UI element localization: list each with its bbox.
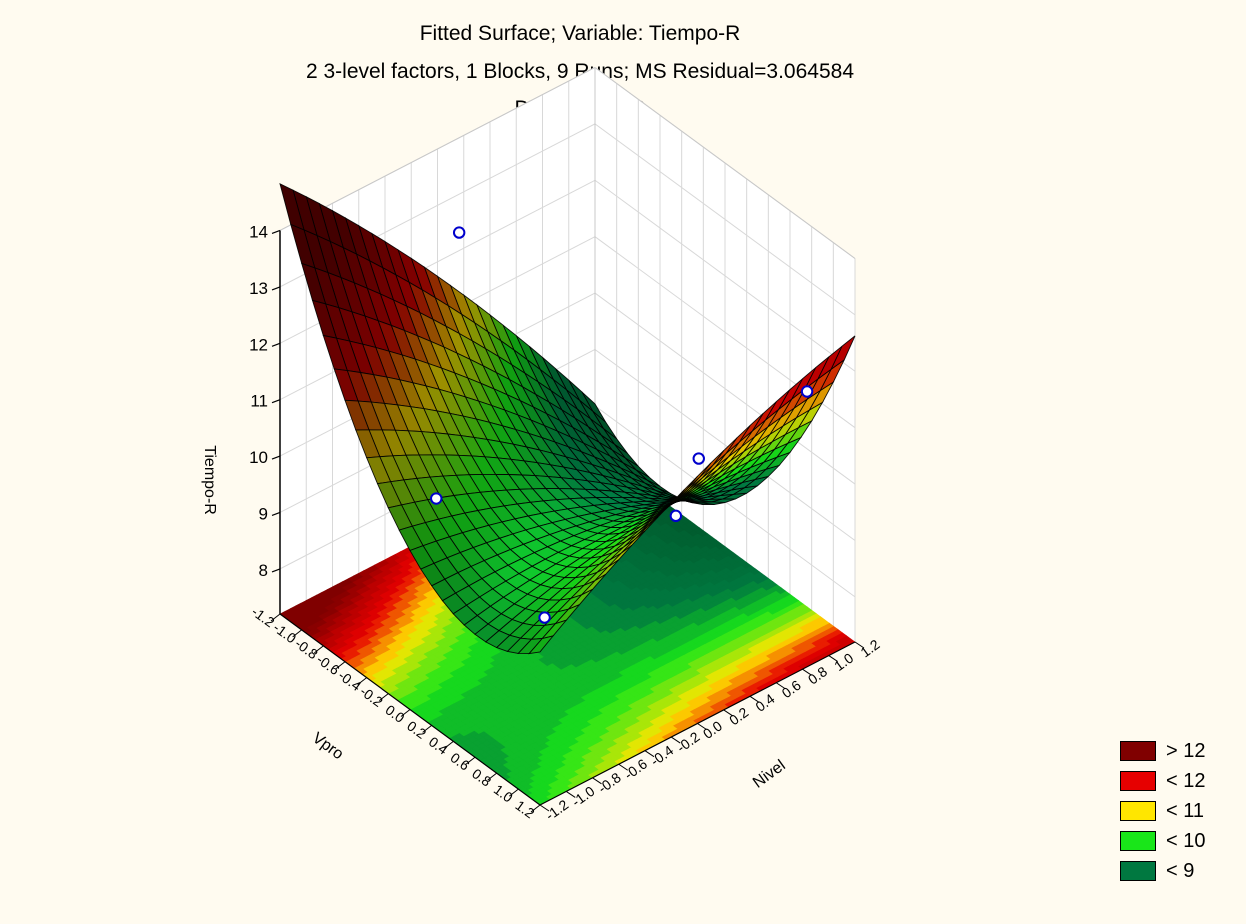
z-tick <box>271 455 281 460</box>
chart-subtitle: 2 3-level factors, 1 Blocks, 9 Runs; MS … <box>305 60 855 83</box>
x-tick <box>487 772 497 781</box>
z-tick <box>271 229 281 235</box>
x-tick <box>270 613 281 622</box>
grid-line <box>594 292 856 485</box>
z-tick-label: 11 <box>250 392 268 411</box>
legend-item: < 12 <box>1120 766 1205 796</box>
observed-points-above <box>430 226 814 624</box>
observed-point <box>452 226 466 239</box>
observed-point <box>669 509 683 523</box>
z-tick <box>271 342 281 347</box>
x-tick <box>335 661 346 670</box>
x-tick <box>379 693 389 701</box>
grid-line <box>594 179 856 372</box>
y-tick-label: 1.2 <box>857 636 882 661</box>
y-tick <box>539 804 550 812</box>
observed-point <box>538 611 551 624</box>
legend-item: < 11 <box>1120 796 1205 826</box>
z-tick-label: 8 <box>259 561 268 580</box>
observed-point <box>692 452 705 465</box>
legend-swatch <box>1120 771 1156 791</box>
grid-line <box>594 349 856 541</box>
observed-point <box>800 385 814 398</box>
z-tick-label: 10 <box>249 448 268 467</box>
grid-line <box>594 123 856 316</box>
legend: > 12 < 12 < 11 < 10 < 9 <box>1120 736 1205 886</box>
y-tick <box>592 777 602 785</box>
z-tick <box>271 511 281 517</box>
legend-swatch <box>1120 741 1156 761</box>
legend-item: < 9 <box>1120 856 1205 886</box>
legend-label: < 10 <box>1166 829 1206 852</box>
y-tick <box>618 763 629 771</box>
x-tick <box>357 677 367 686</box>
y-tick <box>644 750 655 758</box>
y-tick-label: 0.0 <box>700 717 725 742</box>
legend-label: > 12 <box>1166 739 1206 762</box>
x-tick <box>422 725 432 733</box>
y-tick-label: 0.4 <box>752 690 777 715</box>
z-tick-label: 13 <box>249 279 268 298</box>
y-tick <box>565 791 576 798</box>
x-tick <box>400 709 411 717</box>
top-edge <box>594 67 856 259</box>
z-tick <box>271 286 281 291</box>
chart-title: Fitted Surface; Variable: Tiempo-R <box>419 22 741 45</box>
top-edge <box>279 67 596 231</box>
y-tick <box>670 736 681 744</box>
z-tick-label: 12 <box>249 335 268 354</box>
z-tick <box>271 568 281 573</box>
x-axis-title: Vpro <box>309 730 346 764</box>
fitted-surface <box>279 182 856 655</box>
y-tick <box>775 682 786 690</box>
x-tick <box>444 740 454 749</box>
z-axis-title: Tiempo-R <box>201 445 218 515</box>
y-tick <box>828 655 839 662</box>
legend-item: < 10 <box>1120 826 1205 856</box>
legend-label: < 9 <box>1166 859 1195 882</box>
y-axis-title: Nivel <box>750 757 789 792</box>
legend-label: < 11 <box>1166 799 1204 822</box>
y-tick <box>723 709 734 717</box>
observed-point <box>430 492 443 505</box>
legend-label: < 12 <box>1166 769 1206 792</box>
y-tick <box>854 641 865 649</box>
y-tick-label: 0.6 <box>779 677 804 702</box>
z-tick-label: 14 <box>249 222 268 241</box>
legend-item: > 12 <box>1120 736 1205 766</box>
z-tick <box>271 399 281 404</box>
y-tick <box>749 695 760 703</box>
x-tick <box>465 756 476 765</box>
y-tick <box>802 668 812 676</box>
legend-swatch <box>1120 861 1156 881</box>
x-tick <box>509 788 519 797</box>
y-tick-label: 0.2 <box>726 704 751 729</box>
x-tick <box>292 629 302 638</box>
y-tick-label: 0.8 <box>805 663 830 688</box>
y-tick-label: 1.0 <box>831 650 856 675</box>
legend-swatch <box>1120 801 1156 821</box>
surface-cell <box>528 635 555 655</box>
z-tick-label: 9 <box>259 504 268 523</box>
x-tick <box>530 804 541 813</box>
legend-swatch <box>1120 831 1156 851</box>
x-tick <box>314 645 324 654</box>
y-tick <box>697 723 707 730</box>
